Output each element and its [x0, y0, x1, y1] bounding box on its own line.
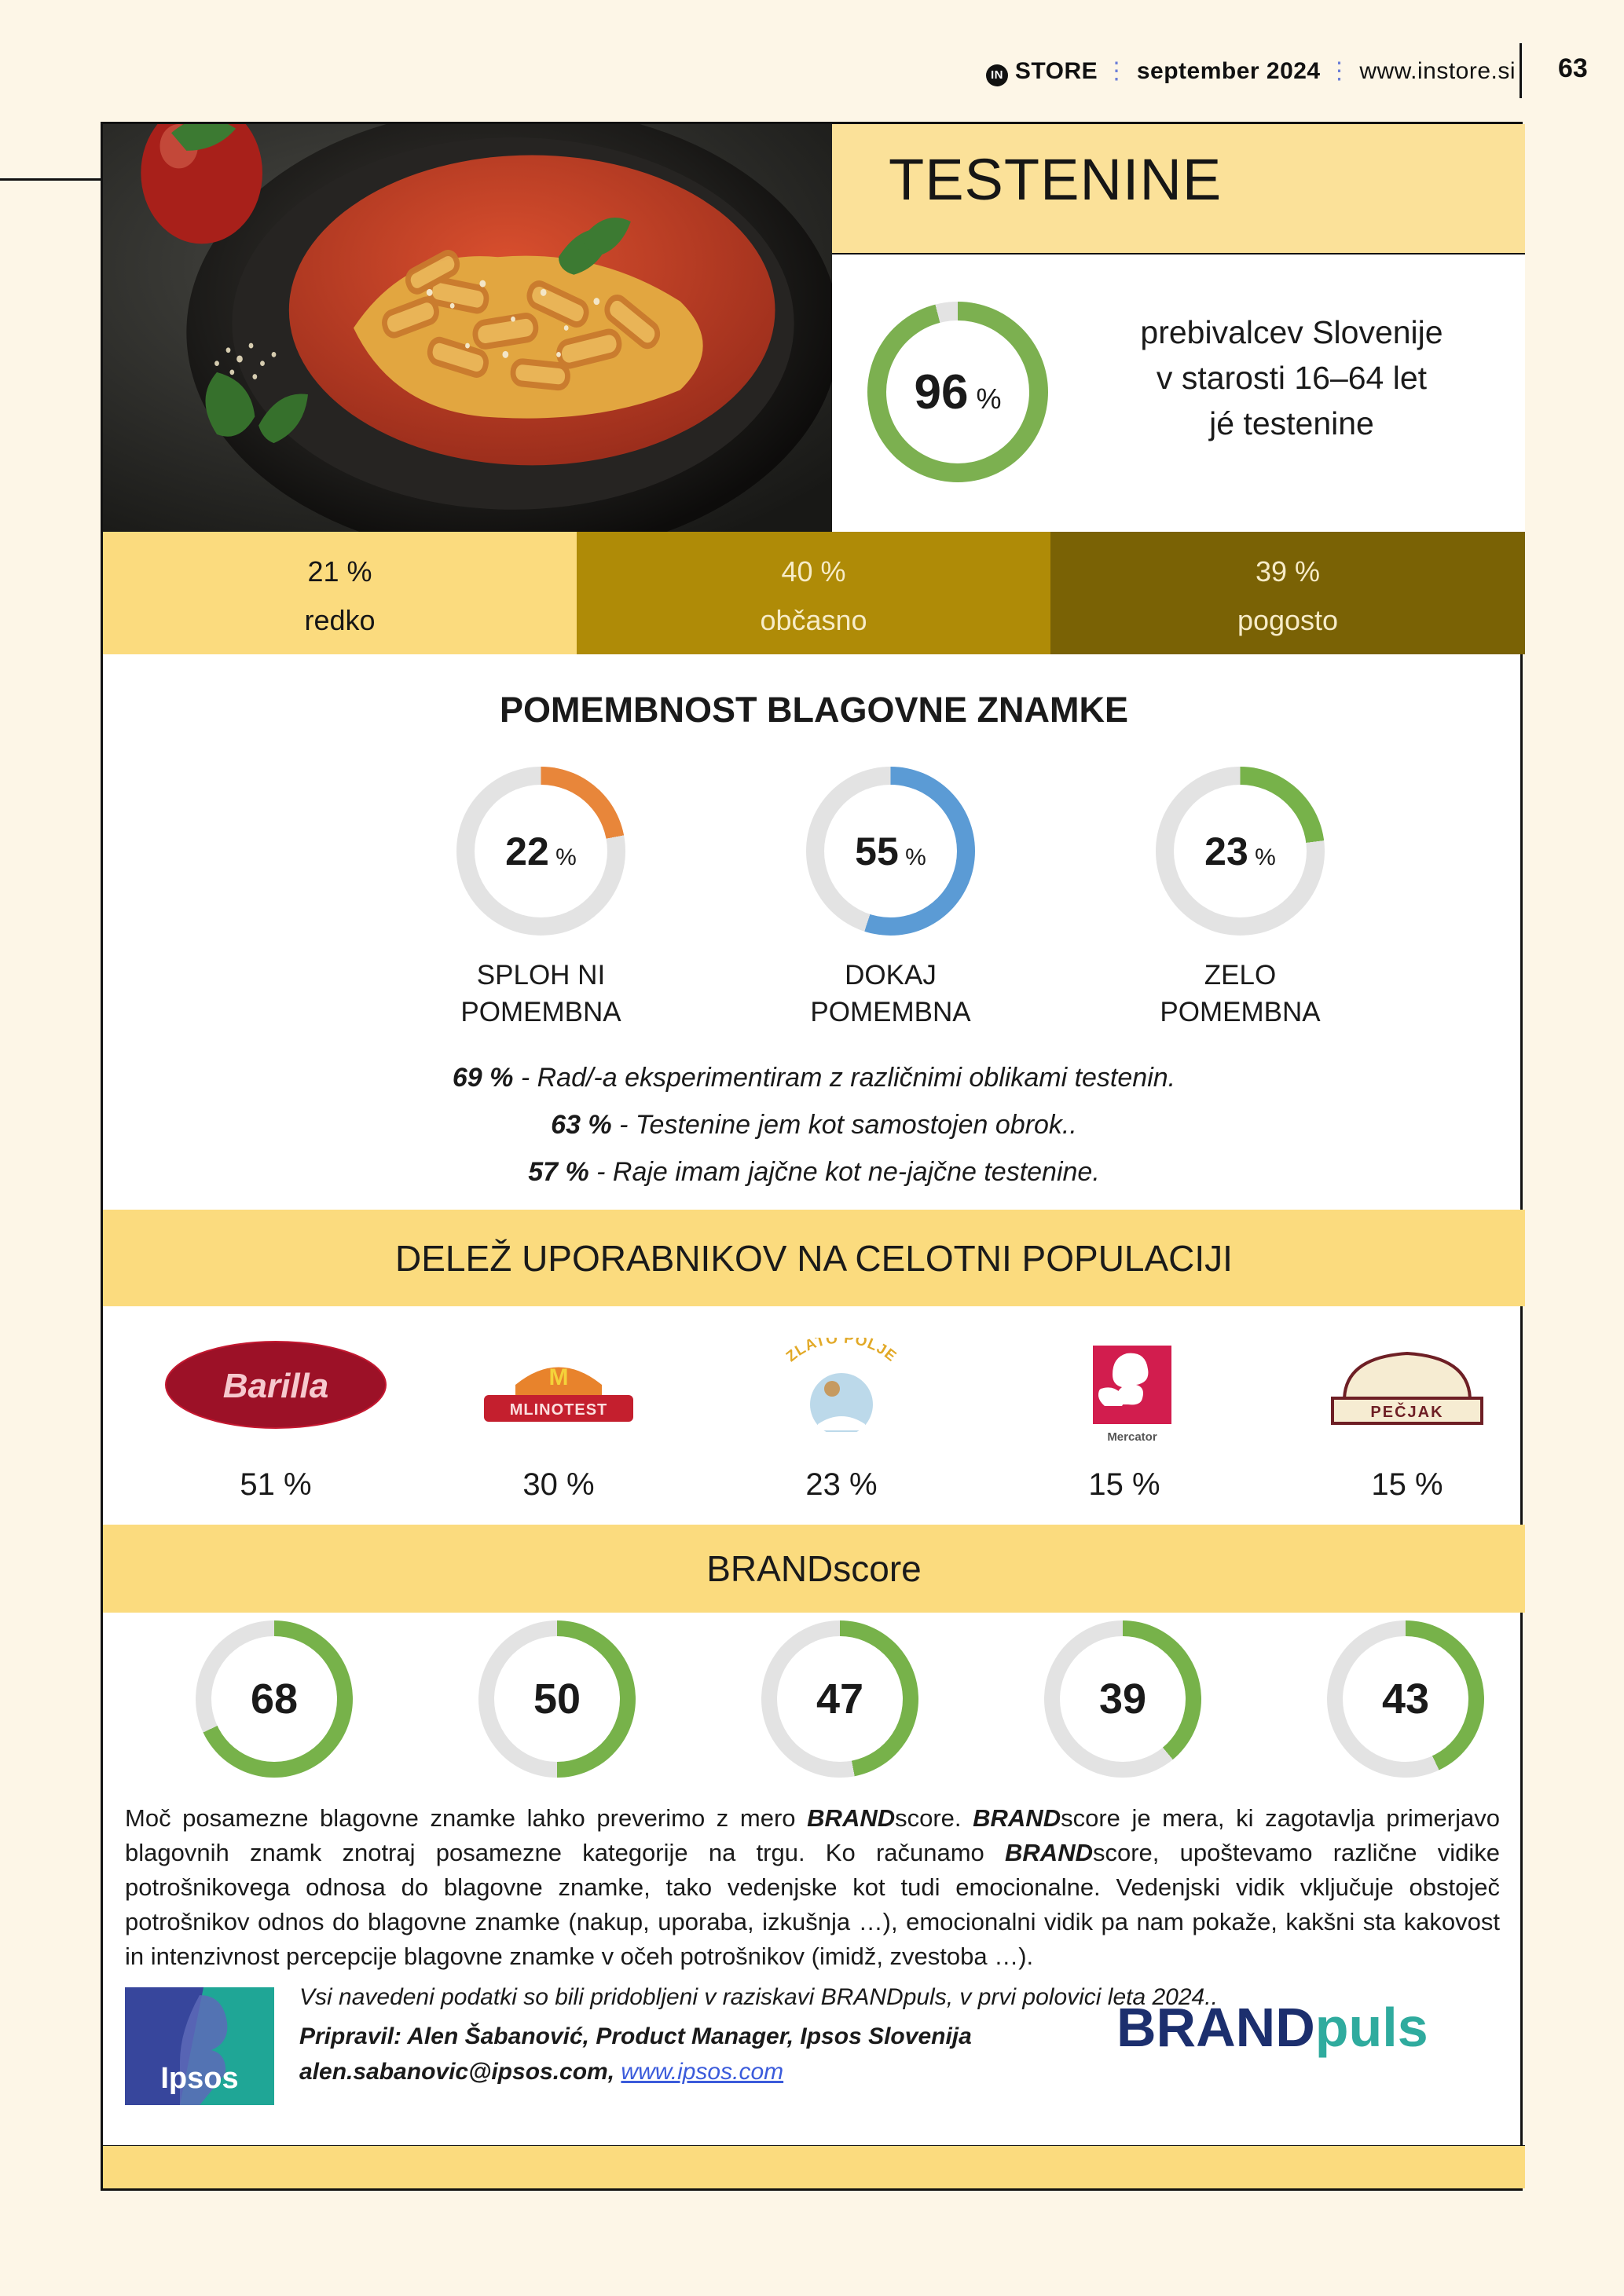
svg-text:ZLATO POLJE: ZLATO POLJE: [783, 1338, 900, 1365]
svg-text:PEČJAK: PEČJAK: [1370, 1402, 1443, 1421]
svg-text:Barilla: Barilla: [223, 1367, 329, 1405]
svg-text:Ipsos: Ipsos: [160, 2062, 238, 2095]
svg-text:M: M: [549, 1364, 569, 1390]
svg-text:MLINOTEST: MLINOTEST: [510, 1401, 608, 1419]
